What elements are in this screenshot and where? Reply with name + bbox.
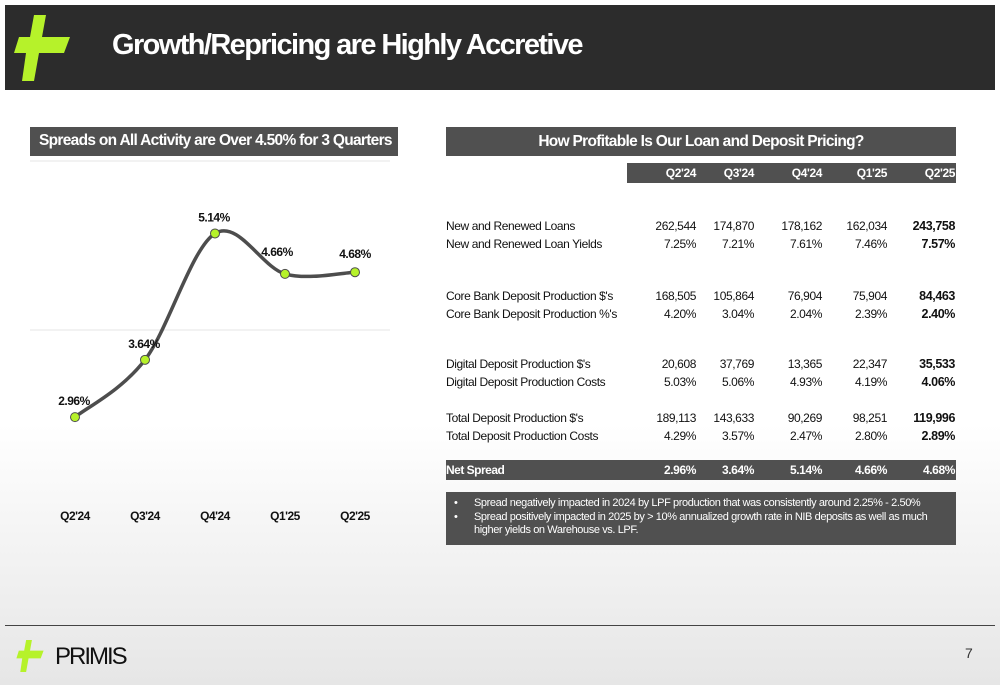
data-label: 4.66%: [261, 245, 293, 259]
table-cell: 20,608: [661, 357, 697, 371]
table-cell: 2.89%: [921, 429, 956, 443]
table-cell: 7.46%: [854, 237, 887, 251]
table-cell: 2.40%: [921, 307, 956, 321]
table-cell: 37,769: [719, 357, 755, 371]
table-cell: 3.04%: [721, 307, 754, 321]
note-bullet: Spread positively impacted in 2025 by > …: [454, 511, 946, 538]
note-bullet: Spread negatively impacted in 2024 by LP…: [454, 497, 946, 511]
table-cell: 76,904: [787, 289, 823, 303]
row-label: New and Renewed Loans: [446, 219, 576, 233]
data-label: 3.64%: [128, 337, 160, 351]
net-spread-value: 5.14%: [789, 463, 822, 477]
table-cell: 143,633: [713, 411, 754, 425]
page-number: 7: [965, 645, 973, 661]
table-cell: 4.20%: [663, 307, 696, 321]
table-cell: 2.47%: [789, 429, 822, 443]
table-cell: 4.19%: [854, 375, 887, 389]
table-cell: 35,533: [919, 357, 955, 371]
data-label: 5.14%: [198, 210, 230, 224]
table-cell: 4.06%: [921, 375, 956, 389]
table-cell: 2.04%: [789, 307, 822, 321]
table-cell: 7.61%: [789, 237, 822, 251]
data-point: [280, 268, 290, 279]
column-header: Q1'25: [856, 166, 888, 180]
x-tick-label: Q2'24: [60, 509, 91, 523]
table-cell: 5.03%: [663, 375, 696, 389]
data-point: [350, 267, 360, 278]
chart-title-banner: Spreads on All Activity are Over 4.50% f…: [30, 127, 398, 156]
column-header: Q4'24: [791, 166, 823, 180]
table-cell: 7.57%: [921, 237, 956, 251]
table-cell: 75,904: [852, 289, 888, 303]
data-point: [140, 354, 150, 365]
table-cell: 262,544: [655, 219, 696, 233]
series-line: [73, 229, 357, 419]
table-cell: 162,034: [846, 219, 887, 233]
x-tick-label: Q3'24: [130, 509, 161, 523]
net-spread-bar: [446, 460, 956, 480]
x-tick-label: Q2'25: [340, 509, 371, 523]
table-cell: 13,365: [787, 357, 823, 371]
net-spread-label: Net Spread: [446, 463, 505, 477]
table-cell: 22,347: [852, 357, 888, 371]
x-tick-label: Q4'24: [200, 509, 231, 523]
table-cell: 2.39%: [854, 307, 887, 321]
data-label: 2.96%: [58, 394, 90, 408]
table-cell: 4.29%: [663, 429, 696, 443]
table-cell: 2.80%: [854, 429, 887, 443]
data-label: 4.68%: [339, 247, 371, 261]
x-tick-label: Q1'25: [270, 509, 301, 523]
table-cell: 189,113: [656, 411, 696, 425]
net-spread-value: 3.64%: [721, 463, 754, 477]
table-header-bar: [627, 163, 956, 183]
table-cell: 174,870: [713, 219, 754, 233]
row-label: Total Deposit Production $'s: [446, 411, 584, 425]
footer-divider: [5, 625, 995, 626]
header-bar: Growth/Repricing are Highly Accretive: [5, 5, 995, 90]
table-cell: 178,162: [781, 219, 822, 233]
primis-small-logo-icon: [16, 639, 44, 673]
row-label: Digital Deposit Production $'s: [446, 357, 591, 371]
row-label: Core Bank Deposit Production %'s: [446, 307, 617, 321]
data-point: [70, 412, 80, 423]
table-cell: 5.06%: [721, 375, 754, 389]
row-label: Digital Deposit Production Costs: [446, 375, 606, 389]
net-spread-value: 2.96%: [663, 463, 696, 477]
primis-plus-logo-icon: [14, 15, 70, 81]
table-cell: 168,505: [655, 289, 696, 303]
table-cell: 7.21%: [721, 237, 754, 251]
table-cell: 119,996: [913, 411, 955, 425]
column-header: Q2'24: [665, 166, 697, 180]
notes-box: Spread negatively impacted in 2024 by LP…: [446, 492, 956, 545]
net-spread-value: 4.68%: [922, 463, 955, 477]
row-label: Total Deposit Production Costs: [446, 429, 599, 443]
table-cell: 90,269: [787, 411, 823, 425]
table-cell: 3.57%: [721, 429, 754, 443]
row-label: New and Renewed Loan Yields: [446, 237, 602, 251]
data-point: [210, 228, 220, 239]
column-header: Q2'25: [924, 166, 956, 180]
table-cell: 243,758: [912, 219, 956, 233]
net-spread-value: 4.66%: [854, 463, 887, 477]
table-cell: 105,864: [713, 289, 754, 303]
column-header: Q3'24: [723, 166, 755, 180]
table-title-banner: How Profitable Is Our Loan and Deposit P…: [446, 127, 956, 156]
page-title: Growth/Repricing are Highly Accretive: [112, 29, 584, 61]
table-cell: 7.25%: [663, 237, 696, 251]
table-cell: 98,251: [852, 411, 888, 425]
table-cell: 4.93%: [789, 375, 822, 389]
row-label: Core Bank Deposit Production $'s: [446, 289, 613, 303]
brand-name: PRIMIS: [55, 643, 128, 670]
table-cell: 84,463: [919, 289, 955, 303]
